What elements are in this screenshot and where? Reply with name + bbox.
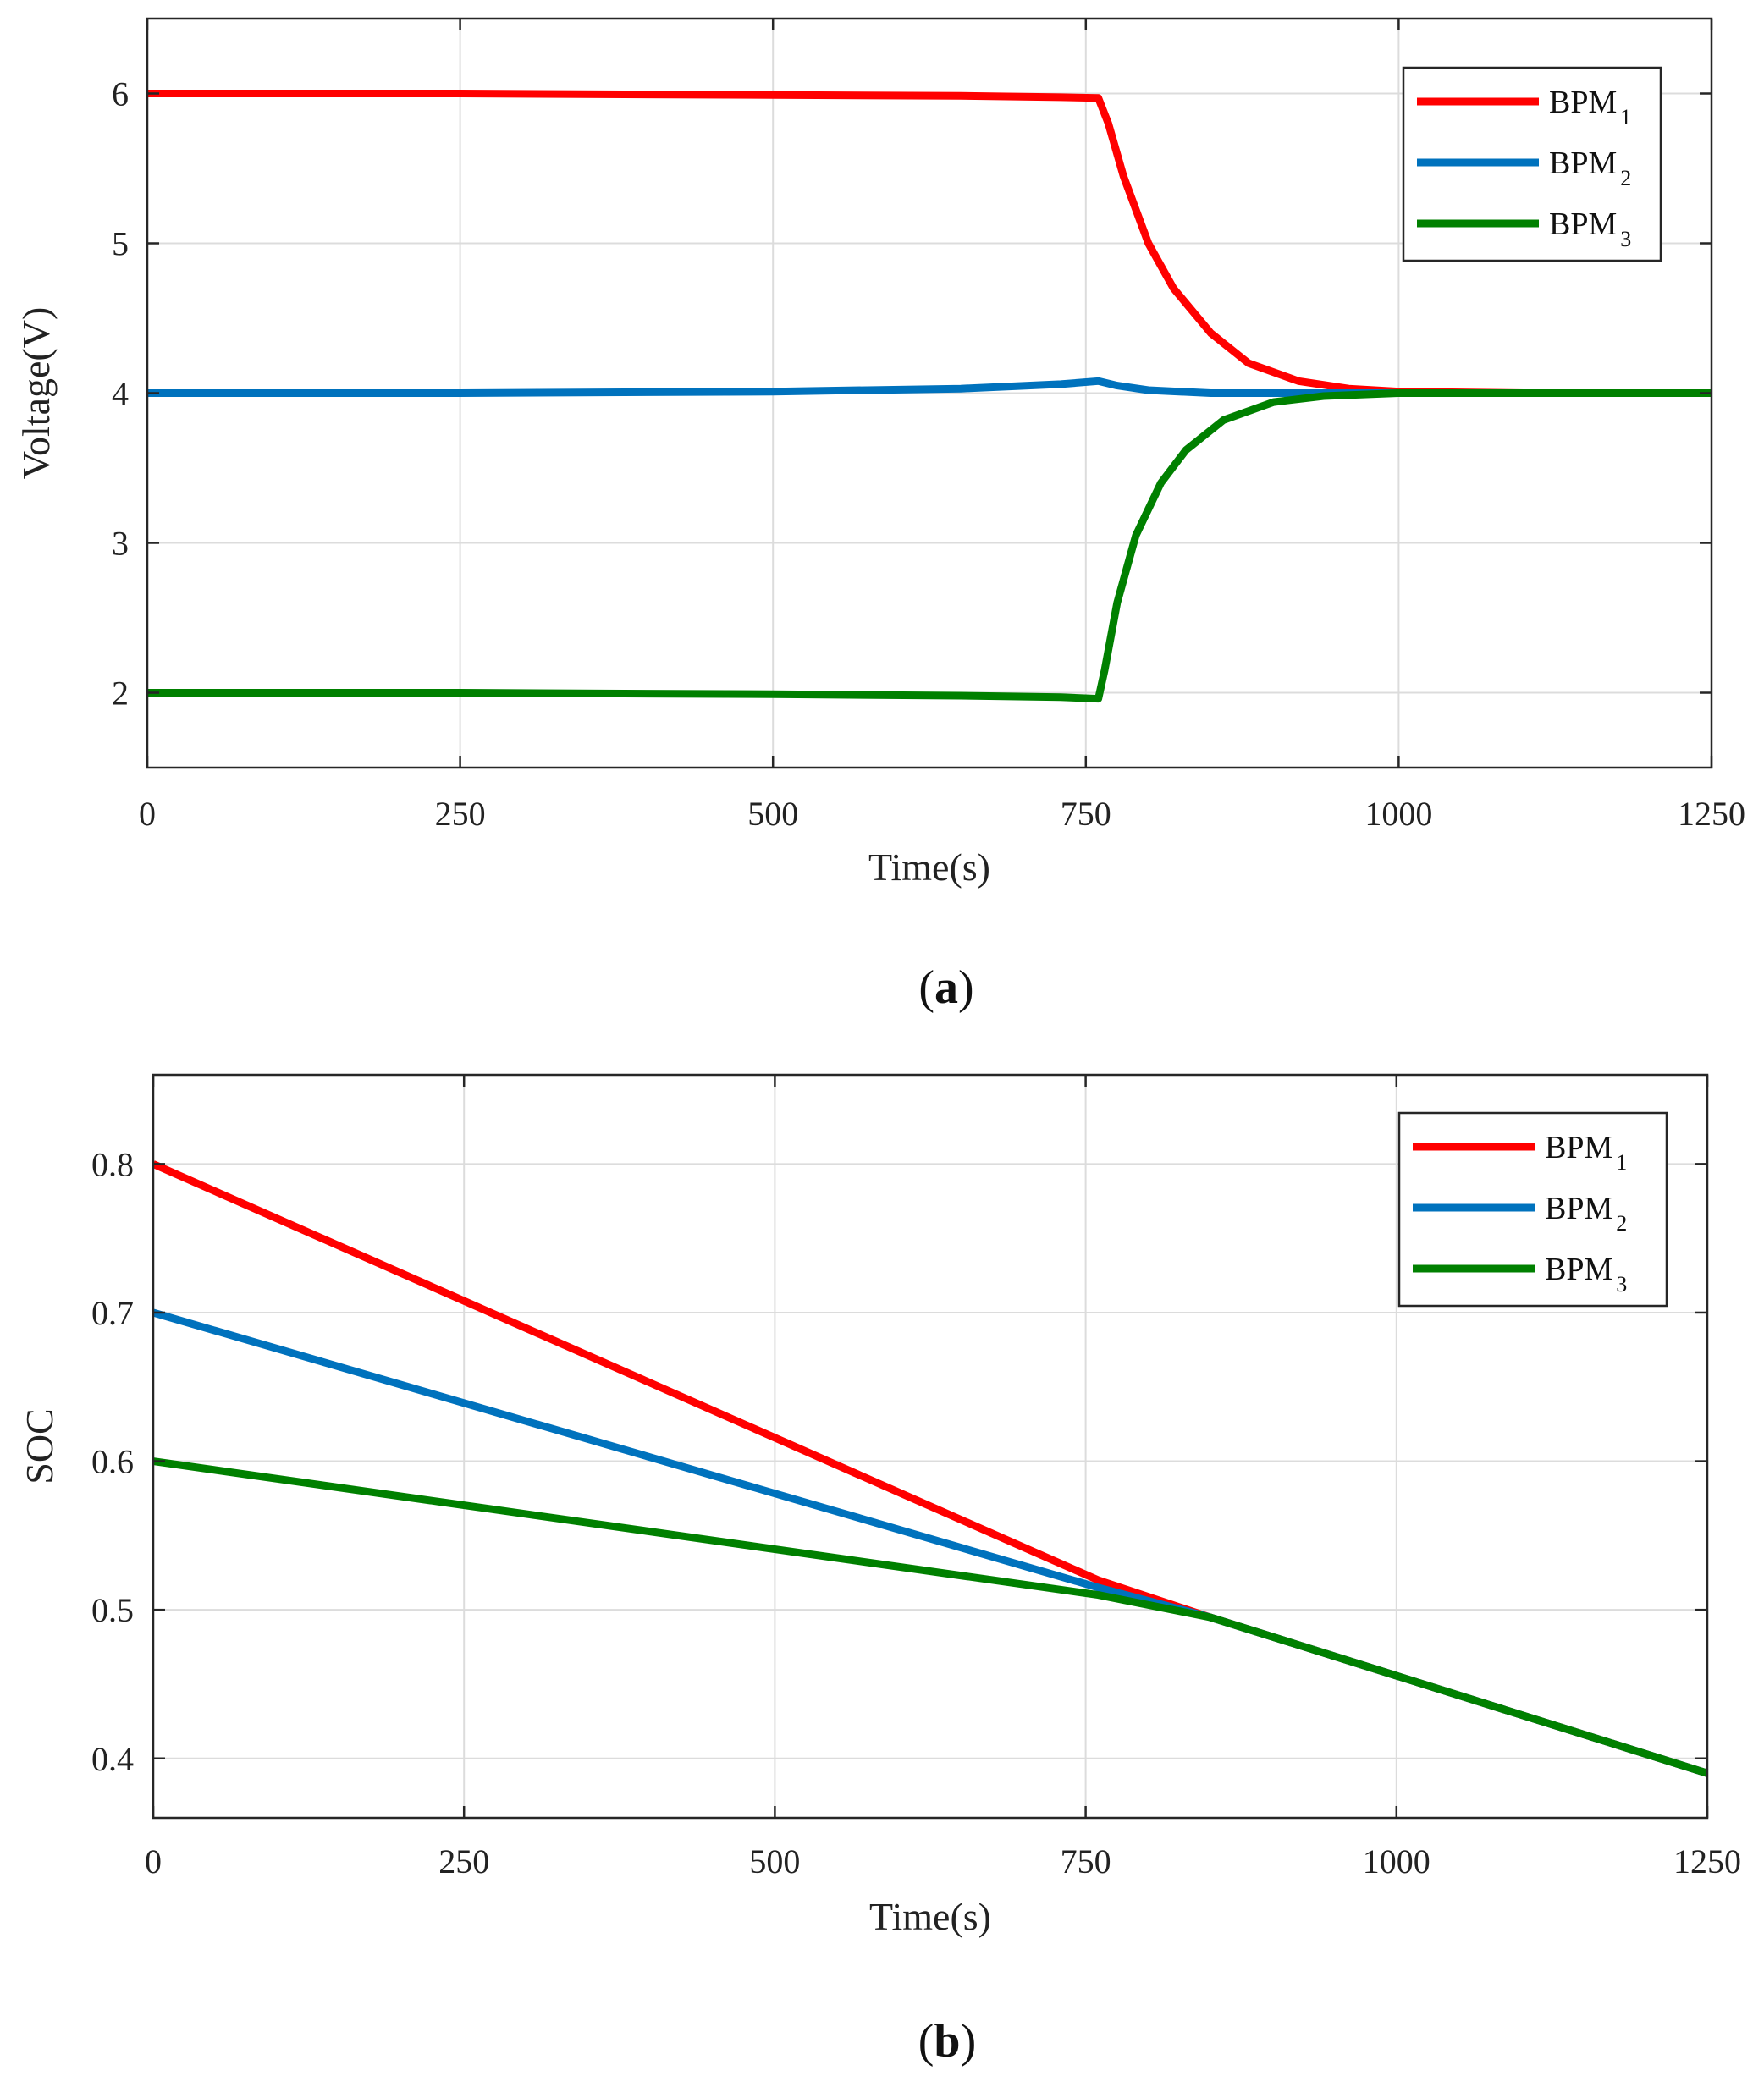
x-tick-label: 750 xyxy=(1061,1842,1111,1881)
y-tick-label: 5 xyxy=(112,225,129,263)
x-tick-label: 500 xyxy=(747,795,798,833)
series-group xyxy=(147,90,1712,703)
series-line-bpm3 xyxy=(147,389,1712,703)
series-line-bpm3 xyxy=(152,1457,1709,1777)
legend-label-bpm3: BPM 3 xyxy=(1545,1252,1627,1297)
y-tick-label: 0.5 xyxy=(91,1591,134,1629)
y-tick-label: 0.4 xyxy=(91,1740,134,1778)
legend-label-bpm2: BPM 2 xyxy=(1545,1191,1627,1236)
x-axis-label: Time(s) xyxy=(869,1895,991,1938)
y-tick-label: 0.6 xyxy=(91,1443,134,1481)
x-tick-label: 250 xyxy=(435,795,486,833)
x-tick-label: 500 xyxy=(749,1842,800,1881)
y-tick-label: 0.7 xyxy=(91,1294,134,1332)
panel-label: (b) xyxy=(918,2015,976,2068)
x-axis-label: Time(s) xyxy=(868,845,990,889)
y-axis-label: Voltage(V) xyxy=(14,307,58,480)
y-tick-label: 6 xyxy=(112,75,129,113)
y-tick-label: 2 xyxy=(112,675,129,713)
x-tick-label: 0 xyxy=(139,795,156,833)
legend-label-bpm1: BPM 1 xyxy=(1545,1130,1627,1175)
x-tick-label: 1250 xyxy=(1678,795,1745,833)
x-tick-label: 1250 xyxy=(1673,1842,1741,1881)
x-tick-label: 1000 xyxy=(1363,1842,1430,1881)
chart-panel-a: 0 250 500 750 1000 1250 2 3 4 5 6 Time(s) Voltage(V)… xyxy=(14,17,1745,1014)
legend-label-bpm3: BPM 3 xyxy=(1549,206,1631,251)
series-group xyxy=(152,1160,1709,1777)
y-axis-label: SOC xyxy=(18,1408,61,1484)
y-tick-label: 0.8 xyxy=(91,1145,134,1183)
panel-label: (a) xyxy=(918,961,973,1014)
legend-label-bpm1: BPM 1 xyxy=(1549,85,1631,129)
chart-panel-b: 0 250 500 750 1000 1250 0.4 0.5 0.6 0.7 0.8 Time(s)… xyxy=(18,1073,1741,2068)
x-tick-label: 250 xyxy=(438,1842,489,1881)
y-tick-label: 4 xyxy=(112,375,129,413)
legend: BPM 1 BPM 2 BPM 3 xyxy=(1402,66,1662,262)
x-tick-label: 0 xyxy=(145,1842,162,1881)
legend: BPM 1 BPM 2 BPM 3 xyxy=(1397,1111,1668,1308)
legend-label-bpm2: BPM 2 xyxy=(1549,146,1631,190)
x-tick-label: 1000 xyxy=(1364,795,1432,833)
y-tick-label: 3 xyxy=(112,525,129,563)
axes-box xyxy=(152,1073,1709,1820)
x-tick-label: 750 xyxy=(1061,795,1111,833)
series-line-bpm2 xyxy=(147,377,1712,397)
